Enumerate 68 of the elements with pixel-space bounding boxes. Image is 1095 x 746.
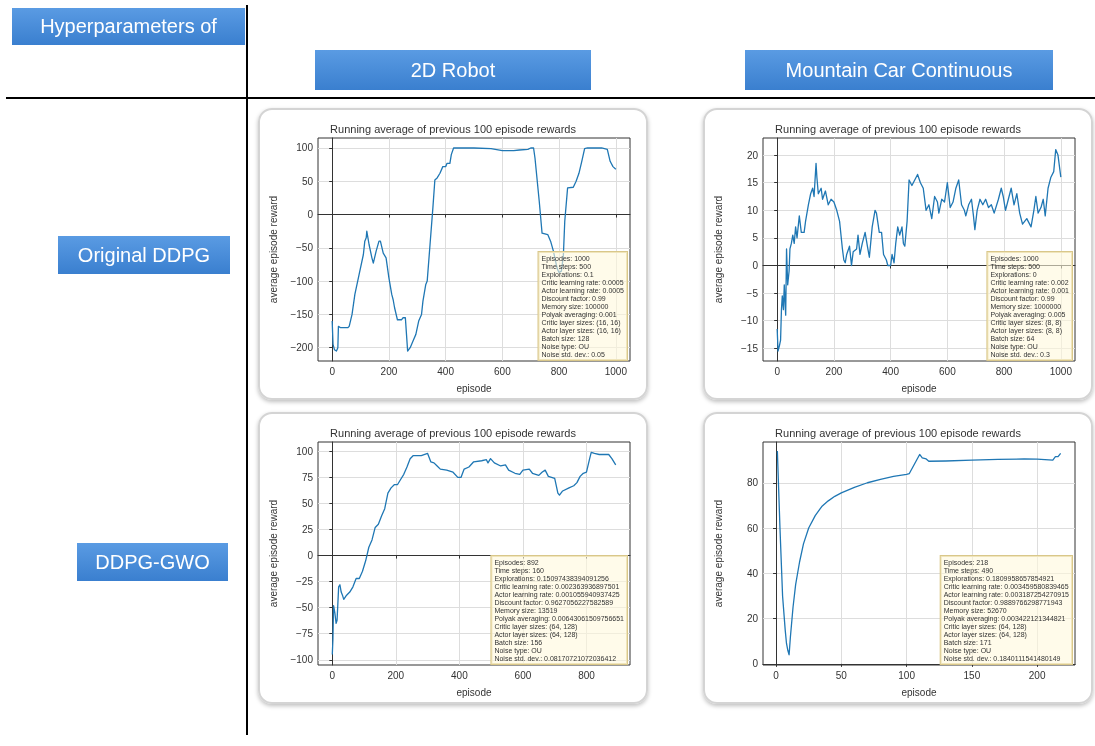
- y-tick-label: −150: [290, 308, 314, 320]
- y-tick-label: 50: [301, 497, 314, 509]
- x-tick-label: 800: [995, 365, 1013, 377]
- x-tick-label: 200: [825, 365, 843, 377]
- text: Original DDPG: [58, 236, 230, 274]
- x-tick-label: 200: [1028, 669, 1046, 681]
- y-axis-title: average episode reward: [267, 195, 279, 304]
- y-tick-label: −50: [296, 242, 314, 254]
- x-tick-label: 150: [963, 669, 981, 681]
- chart-title: Running average of previous 100 episode rewards: [775, 122, 1022, 135]
- y-tick-label: −10: [741, 315, 759, 327]
- x-tick-label: 0: [329, 669, 336, 681]
- y-tick-label: −15: [741, 342, 759, 354]
- y-tick-label: −25: [296, 576, 314, 588]
- y-tick-label: 25: [301, 524, 314, 536]
- text: DDPG-GWO: [77, 543, 228, 581]
- x-axis-title: episode: [456, 686, 492, 698]
- x-tick-label: 600: [939, 365, 957, 377]
- chart-title: Running average of previous 100 episode rewards: [775, 426, 1022, 439]
- x-tick-label: 50: [835, 669, 848, 681]
- x-tick-label: 100: [898, 669, 916, 681]
- y-tick-label: 0: [752, 260, 759, 272]
- x-tick-label: 200: [380, 365, 398, 377]
- y-tick-label: 50: [301, 175, 314, 187]
- y-tick-label: 100: [296, 142, 314, 154]
- y-tick-label: −75: [296, 628, 314, 640]
- y-tick-label: 20: [746, 613, 759, 625]
- y-tick-label: 60: [746, 522, 759, 534]
- x-tick-label: 400: [451, 669, 469, 681]
- y-tick-label: 75: [301, 471, 314, 483]
- y-tick-label: 0: [307, 209, 314, 221]
- y-axis-title: average episode reward: [712, 195, 724, 304]
- text: Hyperparameters of: [12, 8, 245, 45]
- x-axis-title: episode: [901, 382, 937, 394]
- x-tick-label: 1000: [604, 365, 628, 377]
- y-tick-label: −100: [290, 275, 314, 287]
- y-tick-label: −200: [290, 342, 314, 354]
- y-tick-label: −50: [296, 602, 314, 614]
- y-tick-label: 15: [746, 177, 759, 189]
- chart-title: Running average of previous 100 episode rewards: [330, 122, 577, 135]
- y-axis-title: average episode reward: [267, 499, 279, 608]
- y-tick-label: 40: [746, 567, 759, 579]
- chart-title: Running average of previous 100 episode rewards: [330, 426, 577, 439]
- y-tick-label: 80: [746, 477, 759, 489]
- x-tick-label: 400: [882, 365, 900, 377]
- y-tick-label: 20: [746, 149, 759, 161]
- x-tick-label: 600: [494, 365, 512, 377]
- x-tick-label: 600: [514, 669, 532, 681]
- x-tick-label: 0: [773, 669, 780, 681]
- x-tick-label: 200: [387, 669, 405, 681]
- x-tick-label: 0: [329, 365, 336, 377]
- x-tick-label: 0: [774, 365, 781, 377]
- x-tick-label: 1000: [1049, 365, 1073, 377]
- y-tick-label: 10: [746, 204, 759, 216]
- y-tick-label: 0: [307, 550, 314, 562]
- y-tick-label: 100: [296, 445, 314, 457]
- y-tick-label: −5: [746, 287, 759, 299]
- y-axis-title: average episode reward: [712, 499, 724, 608]
- x-axis-title: episode: [901, 686, 937, 698]
- x-tick-label: 800: [550, 365, 568, 377]
- y-tick-label: 0: [752, 658, 759, 670]
- text: 2D Robot: [315, 50, 591, 90]
- x-axis-title: episode: [456, 382, 492, 394]
- y-tick-label: 5: [752, 232, 759, 244]
- x-tick-label: 400: [437, 365, 455, 377]
- text: Mountain Car Continuous: [745, 50, 1053, 90]
- y-tick-label: −100: [290, 654, 314, 666]
- x-tick-label: 800: [578, 669, 596, 681]
